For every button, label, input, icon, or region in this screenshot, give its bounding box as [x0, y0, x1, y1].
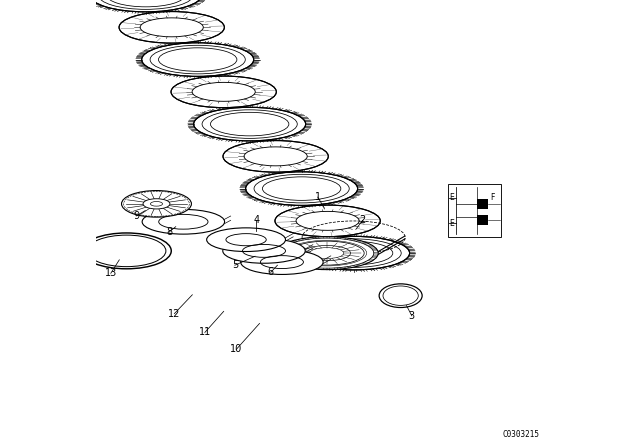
FancyBboxPatch shape: [448, 184, 501, 237]
Ellipse shape: [82, 233, 172, 269]
Ellipse shape: [207, 228, 285, 251]
Ellipse shape: [141, 43, 253, 76]
Ellipse shape: [379, 284, 422, 307]
Ellipse shape: [275, 205, 380, 237]
Ellipse shape: [122, 190, 191, 217]
Text: 6: 6: [268, 267, 274, 277]
Ellipse shape: [119, 12, 225, 43]
Text: E: E: [450, 193, 454, 202]
Text: 2: 2: [360, 215, 365, 225]
Text: 8: 8: [166, 227, 172, 237]
Text: C0303215: C0303215: [502, 430, 540, 439]
Ellipse shape: [293, 242, 360, 264]
FancyBboxPatch shape: [477, 215, 488, 225]
Ellipse shape: [90, 0, 202, 12]
Text: 3: 3: [409, 311, 415, 321]
Text: 4: 4: [253, 215, 259, 225]
Text: E: E: [450, 219, 454, 228]
Ellipse shape: [314, 241, 393, 265]
Ellipse shape: [142, 209, 225, 234]
Text: F: F: [490, 193, 495, 202]
Text: 1: 1: [315, 192, 321, 202]
Ellipse shape: [289, 241, 364, 265]
Ellipse shape: [246, 172, 358, 205]
Ellipse shape: [262, 177, 341, 200]
Ellipse shape: [275, 237, 378, 270]
Text: 10: 10: [230, 345, 243, 354]
Ellipse shape: [223, 141, 328, 172]
Ellipse shape: [171, 76, 276, 108]
Text: 12: 12: [168, 309, 180, 319]
Ellipse shape: [143, 199, 170, 209]
Text: 13: 13: [105, 268, 117, 278]
Ellipse shape: [194, 107, 306, 141]
Ellipse shape: [241, 250, 323, 275]
Text: 9: 9: [133, 211, 140, 221]
Ellipse shape: [223, 238, 305, 263]
Text: 11: 11: [199, 327, 211, 337]
FancyBboxPatch shape: [477, 199, 488, 209]
Ellipse shape: [298, 237, 410, 270]
Ellipse shape: [106, 0, 185, 7]
Ellipse shape: [211, 112, 289, 136]
Text: 5: 5: [232, 260, 238, 270]
Ellipse shape: [159, 48, 237, 71]
